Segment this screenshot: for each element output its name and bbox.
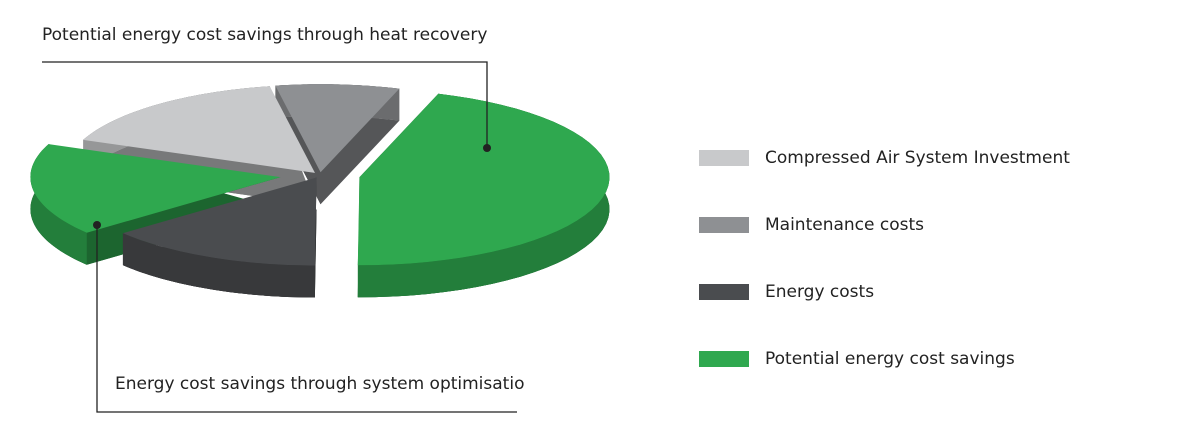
legend-label: Potential energy cost savings	[765, 349, 1015, 369]
legend-label: Maintenance costs	[765, 215, 924, 235]
legend-swatch	[699, 217, 749, 233]
legend-label: Compressed Air System Investment	[765, 148, 1070, 168]
slice	[83, 86, 315, 173]
leader-line	[42, 61, 488, 148]
leader-dot	[93, 221, 101, 229]
slice	[30, 144, 281, 233]
annotation: Energy cost savings through system optim…	[115, 374, 524, 394]
legend-swatch	[699, 284, 749, 300]
annotation: Potential energy cost savings through he…	[42, 25, 487, 45]
slice	[357, 93, 610, 266]
legend-label: Energy costs	[765, 282, 874, 302]
legend-swatch	[699, 150, 749, 166]
slice-side	[122, 233, 315, 298]
slice	[122, 177, 317, 266]
legend: Compressed Air System Investment Maintena…	[699, 148, 1070, 369]
pie	[30, 84, 610, 298]
slice	[275, 84, 400, 173]
legend-swatch	[699, 351, 749, 367]
leader-line	[96, 225, 517, 413]
leader-dot	[483, 144, 491, 152]
